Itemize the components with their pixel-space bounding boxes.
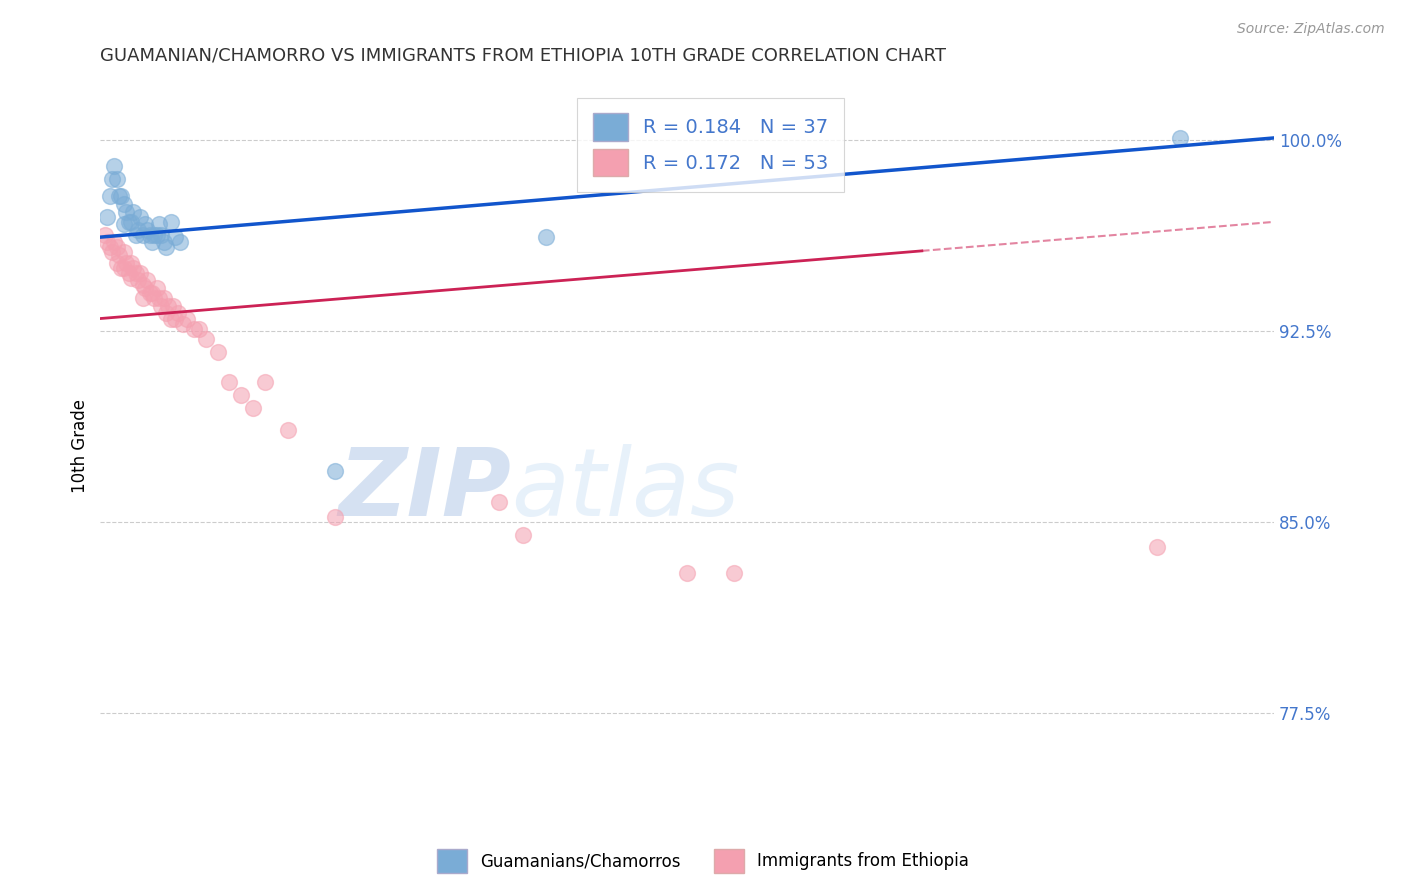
Point: [127, 222, 149, 236]
Legend: R = 0.184   N = 37, R = 0.172   N = 53: R = 0.184 N = 37, R = 0.172 N = 53: [576, 97, 844, 192]
Point: [129, 266, 152, 280]
Point: [110, 189, 132, 203]
Point: [141, 235, 163, 250]
Text: atlas: atlas: [512, 444, 740, 535]
Point: [1146, 541, 1168, 555]
Point: [165, 230, 187, 244]
Point: [183, 322, 205, 336]
Point: [187, 322, 209, 336]
Point: [155, 240, 177, 254]
Point: [323, 464, 346, 478]
Point: [112, 197, 135, 211]
Point: [676, 566, 699, 580]
Point: [124, 266, 146, 280]
Point: [120, 215, 142, 229]
Point: [512, 527, 534, 541]
Text: GUAMANIAN/CHAMORRO VS IMMIGRANTS FROM ETHIOPIA 10TH GRADE CORRELATION CHART: GUAMANIAN/CHAMORRO VS IMMIGRANTS FROM ET…: [100, 46, 946, 64]
Point: [129, 210, 152, 224]
Point: [159, 311, 181, 326]
Point: [242, 401, 264, 415]
Point: [122, 260, 145, 275]
Point: [115, 255, 138, 269]
Point: [112, 260, 135, 275]
Point: [94, 227, 117, 242]
Point: [127, 273, 149, 287]
Text: ZIP: ZIP: [339, 444, 512, 536]
Point: [488, 494, 510, 508]
Point: [218, 375, 240, 389]
Point: [120, 270, 142, 285]
Point: [323, 510, 346, 524]
Point: [207, 344, 229, 359]
Point: [536, 230, 558, 244]
Point: [150, 299, 173, 313]
Point: [152, 235, 174, 250]
Point: [105, 255, 128, 269]
Point: [108, 248, 131, 262]
Point: [145, 227, 167, 242]
Point: [165, 311, 187, 326]
Point: [112, 245, 135, 260]
Point: [148, 291, 170, 305]
Point: [136, 273, 159, 287]
Point: [138, 286, 160, 301]
Point: [120, 255, 142, 269]
Point: [105, 171, 128, 186]
Point: [172, 317, 194, 331]
Point: [162, 299, 184, 313]
Point: [98, 189, 121, 203]
Point: [155, 306, 177, 320]
Point: [108, 189, 131, 203]
Point: [150, 227, 173, 242]
Point: [152, 291, 174, 305]
Point: [143, 291, 166, 305]
Point: [277, 424, 299, 438]
Point: [159, 215, 181, 229]
Point: [136, 222, 159, 236]
Point: [723, 566, 745, 580]
Point: [253, 375, 276, 389]
Point: [124, 227, 146, 242]
Point: [145, 281, 167, 295]
Point: [131, 278, 153, 293]
Point: [96, 235, 118, 250]
Point: [115, 204, 138, 219]
Point: [96, 210, 118, 224]
Point: [122, 204, 145, 219]
Point: [138, 227, 160, 242]
Point: [141, 286, 163, 301]
Point: [110, 260, 132, 275]
Point: [166, 306, 188, 320]
Point: [231, 388, 253, 402]
Point: [148, 218, 170, 232]
Point: [194, 332, 217, 346]
Point: [101, 245, 124, 260]
Point: [131, 227, 153, 242]
Point: [101, 171, 124, 186]
Legend: Guamanians/Chamorros, Immigrants from Ethiopia: Guamanians/Chamorros, Immigrants from Et…: [430, 842, 976, 880]
Point: [105, 240, 128, 254]
Y-axis label: 10th Grade: 10th Grade: [72, 399, 89, 492]
Point: [131, 291, 153, 305]
Point: [157, 299, 180, 313]
Point: [143, 227, 166, 242]
Point: [117, 215, 139, 229]
Point: [169, 235, 191, 250]
Point: [1168, 131, 1191, 145]
Point: [117, 266, 139, 280]
Point: [103, 235, 125, 250]
Point: [98, 240, 121, 254]
Point: [112, 218, 135, 232]
Text: Source: ZipAtlas.com: Source: ZipAtlas.com: [1237, 22, 1385, 37]
Point: [134, 218, 156, 232]
Point: [176, 311, 198, 326]
Point: [103, 159, 125, 173]
Point: [134, 281, 156, 295]
